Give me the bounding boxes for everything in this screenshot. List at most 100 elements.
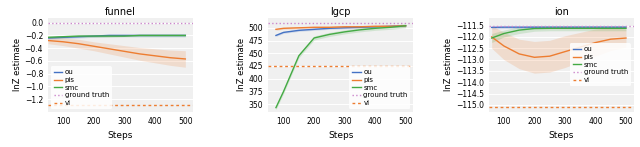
smc bbox=[515, 29, 523, 31]
Line: smc: smc bbox=[492, 28, 626, 38]
ou bbox=[500, 26, 508, 28]
pis bbox=[356, 26, 364, 28]
smc bbox=[105, 35, 113, 37]
smc bbox=[295, 55, 303, 57]
ou bbox=[136, 35, 143, 36]
ou bbox=[295, 29, 303, 31]
pis bbox=[607, 38, 614, 40]
ou bbox=[356, 26, 364, 28]
pis bbox=[546, 55, 554, 57]
ou bbox=[151, 35, 159, 36]
ou bbox=[120, 35, 128, 36]
pis bbox=[515, 53, 523, 55]
ou bbox=[488, 26, 495, 28]
smc bbox=[546, 27, 554, 29]
pis bbox=[280, 27, 287, 29]
ou bbox=[371, 26, 379, 28]
smc bbox=[280, 91, 287, 92]
smc bbox=[272, 107, 280, 108]
pis bbox=[488, 36, 495, 38]
Title: lgcp: lgcp bbox=[330, 7, 351, 17]
Legend: ou, pis, smc, ground truth, vi: ou, pis, smc, ground truth, vi bbox=[349, 66, 410, 109]
Y-axis label: lnZ estimate: lnZ estimate bbox=[237, 38, 246, 91]
smc bbox=[166, 35, 174, 36]
Title: ion: ion bbox=[554, 7, 568, 17]
pis bbox=[120, 50, 128, 52]
pis bbox=[387, 25, 394, 27]
ou bbox=[44, 37, 52, 39]
smc bbox=[60, 36, 67, 38]
ou bbox=[561, 26, 569, 28]
pis bbox=[402, 25, 410, 27]
ou bbox=[326, 27, 333, 29]
smc bbox=[356, 29, 364, 31]
X-axis label: Steps: Steps bbox=[328, 131, 353, 140]
smc bbox=[622, 27, 630, 29]
smc bbox=[607, 27, 614, 29]
ou bbox=[272, 35, 280, 36]
ou bbox=[166, 35, 174, 36]
ou bbox=[577, 26, 584, 28]
smc bbox=[90, 35, 98, 37]
pis bbox=[326, 26, 333, 28]
smc bbox=[120, 35, 128, 37]
Line: smc: smc bbox=[48, 35, 186, 37]
smc bbox=[136, 35, 143, 36]
pis bbox=[577, 46, 584, 48]
pis bbox=[561, 51, 569, 52]
Y-axis label: lnZ estimate: lnZ estimate bbox=[444, 38, 453, 91]
smc bbox=[44, 36, 52, 38]
pis bbox=[75, 43, 83, 45]
ou bbox=[622, 26, 630, 28]
ou bbox=[75, 36, 83, 38]
ou bbox=[105, 35, 113, 36]
pis bbox=[90, 45, 98, 47]
ou bbox=[607, 26, 614, 28]
pis bbox=[60, 41, 67, 43]
pis bbox=[622, 37, 630, 39]
pis bbox=[44, 40, 52, 41]
pis bbox=[591, 42, 599, 44]
Legend: ou, pis, smc, ground truth, vi: ou, pis, smc, ground truth, vi bbox=[51, 66, 112, 109]
smc bbox=[387, 26, 394, 28]
smc bbox=[340, 31, 348, 33]
smc bbox=[151, 35, 159, 36]
Line: ou: ou bbox=[276, 26, 406, 35]
ou bbox=[515, 26, 523, 28]
X-axis label: Steps: Steps bbox=[108, 131, 133, 140]
pis bbox=[500, 45, 508, 47]
Line: pis: pis bbox=[48, 41, 186, 59]
pis bbox=[310, 26, 318, 28]
Line: pis: pis bbox=[492, 37, 626, 57]
pis bbox=[272, 29, 280, 30]
ou bbox=[310, 29, 318, 30]
smc bbox=[402, 25, 410, 27]
ou bbox=[531, 26, 538, 28]
pis bbox=[371, 25, 379, 27]
pis bbox=[295, 27, 303, 29]
ou bbox=[546, 26, 554, 28]
ou bbox=[280, 31, 287, 33]
pis bbox=[182, 58, 189, 60]
ou bbox=[402, 25, 410, 27]
pis bbox=[136, 53, 143, 55]
smc bbox=[577, 27, 584, 29]
pis bbox=[531, 56, 538, 58]
smc bbox=[326, 34, 333, 35]
smc bbox=[75, 35, 83, 37]
ou bbox=[591, 26, 599, 28]
smc bbox=[488, 37, 495, 39]
smc bbox=[531, 28, 538, 29]
smc bbox=[561, 27, 569, 29]
Title: funnel: funnel bbox=[105, 7, 136, 17]
ou bbox=[60, 36, 67, 38]
Legend: ou, pis, smc, ground truth, vi: ou, pis, smc, ground truth, vi bbox=[570, 43, 631, 86]
ou bbox=[387, 25, 394, 27]
smc bbox=[500, 33, 508, 34]
pis bbox=[105, 48, 113, 50]
Y-axis label: lnZ estimate: lnZ estimate bbox=[13, 38, 22, 91]
pis bbox=[151, 55, 159, 57]
X-axis label: Steps: Steps bbox=[548, 131, 574, 140]
ou bbox=[90, 35, 98, 37]
ou bbox=[340, 27, 348, 29]
